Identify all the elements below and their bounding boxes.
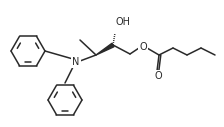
Text: N: N <box>72 57 80 67</box>
Text: O: O <box>139 42 147 52</box>
Text: O: O <box>154 71 162 81</box>
Polygon shape <box>96 43 114 55</box>
Text: OH: OH <box>116 17 131 27</box>
